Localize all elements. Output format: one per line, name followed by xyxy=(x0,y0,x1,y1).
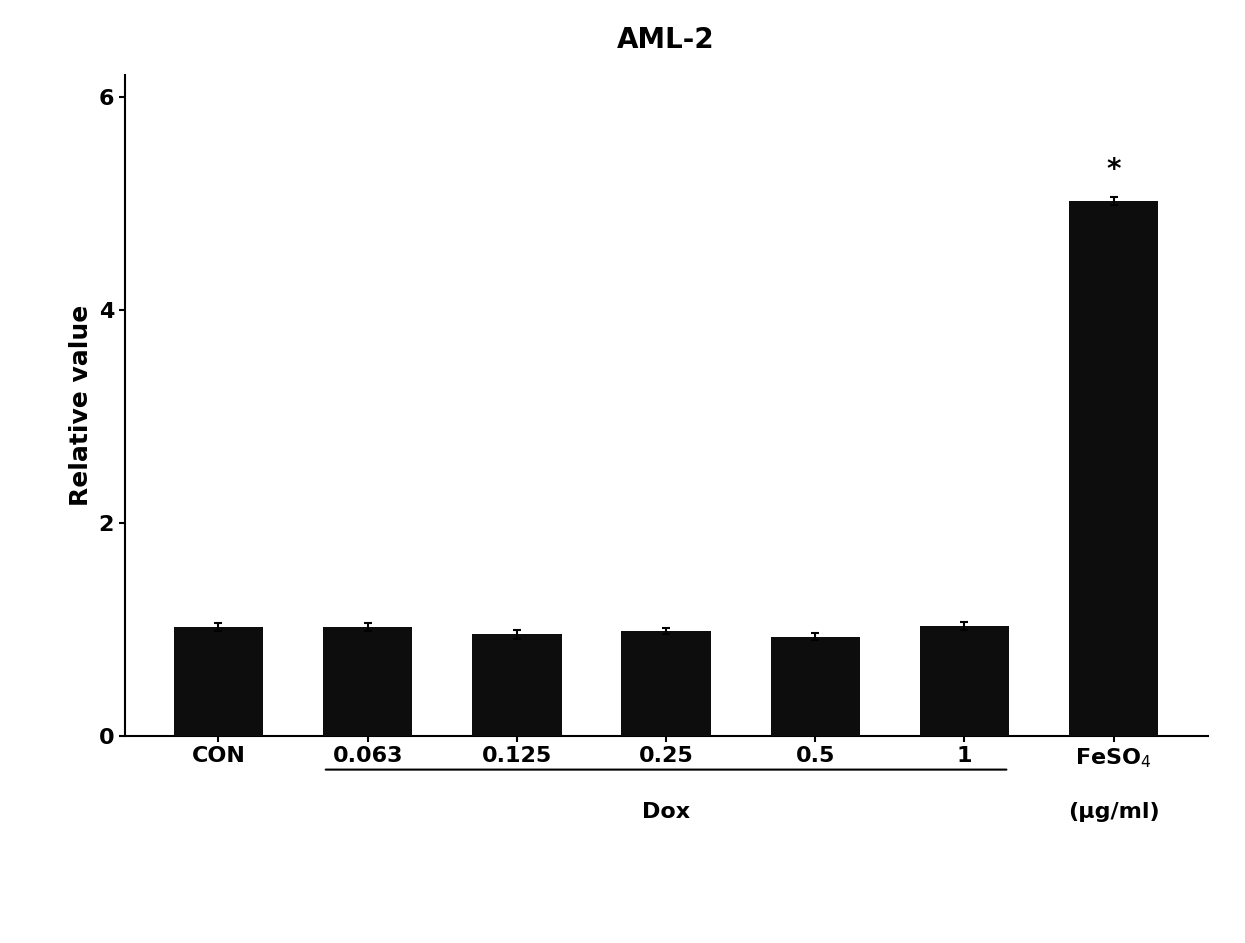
Title: AML-2: AML-2 xyxy=(618,25,715,54)
Bar xyxy=(1069,201,1158,736)
Bar xyxy=(920,626,1010,736)
Text: (μg/ml): (μg/ml) xyxy=(1068,802,1159,821)
Bar xyxy=(472,635,561,736)
Y-axis label: Relative value: Relative value xyxy=(68,305,93,506)
Bar xyxy=(322,627,412,736)
Text: *: * xyxy=(1107,156,1120,184)
Bar xyxy=(174,627,263,736)
Bar xyxy=(771,637,860,736)
Bar xyxy=(621,631,711,736)
Text: Dox: Dox xyxy=(642,802,690,821)
